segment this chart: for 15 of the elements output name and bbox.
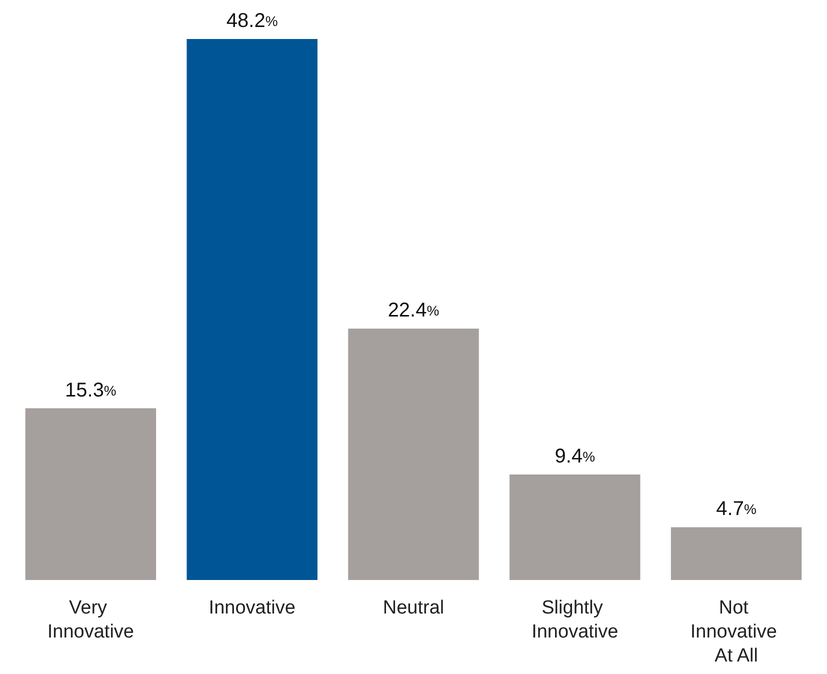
x-tick-label: Innovative (208, 598, 296, 618)
x-tick-label: Very Innovative (47, 598, 134, 642)
x-tick-label: Slightly Innovative (532, 598, 618, 642)
data-label: 22.4% (388, 300, 440, 322)
bar (25, 408, 156, 580)
data-label: 48.2% (226, 10, 278, 32)
bar (510, 474, 640, 580)
bar (186, 39, 318, 580)
data-label: 9.4% (554, 445, 596, 468)
bar (670, 527, 802, 580)
data-label: 15.3% (65, 379, 116, 402)
bar (348, 328, 479, 580)
x-tick-label: Not Innovative At All (690, 598, 782, 666)
data-label: 4.7% (716, 498, 756, 520)
x-tick-label: Neutral (382, 598, 444, 618)
